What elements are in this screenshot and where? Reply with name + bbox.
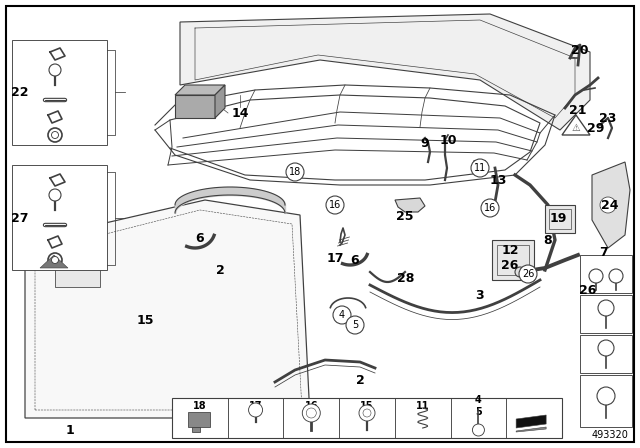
Text: 6: 6 bbox=[196, 232, 204, 245]
Bar bbox=[188, 412, 210, 427]
Circle shape bbox=[359, 405, 375, 421]
Polygon shape bbox=[40, 255, 68, 268]
Circle shape bbox=[286, 163, 304, 181]
Circle shape bbox=[598, 340, 614, 356]
Text: 21: 21 bbox=[569, 103, 587, 116]
Text: 11: 11 bbox=[471, 159, 489, 172]
Circle shape bbox=[49, 189, 61, 201]
Text: 19: 19 bbox=[549, 211, 566, 224]
Circle shape bbox=[248, 403, 262, 417]
Polygon shape bbox=[180, 14, 590, 130]
Text: 493320: 493320 bbox=[591, 430, 628, 440]
Text: 9: 9 bbox=[420, 137, 429, 150]
Text: 15: 15 bbox=[136, 314, 154, 327]
Circle shape bbox=[363, 409, 371, 417]
Circle shape bbox=[51, 257, 58, 263]
Circle shape bbox=[48, 253, 62, 267]
Text: 17: 17 bbox=[249, 401, 262, 411]
Text: 27: 27 bbox=[12, 211, 29, 224]
Text: 18: 18 bbox=[193, 401, 207, 411]
Bar bbox=[580, 255, 632, 293]
Text: 11: 11 bbox=[474, 163, 486, 173]
Text: ⚠: ⚠ bbox=[572, 123, 580, 133]
Circle shape bbox=[598, 300, 614, 316]
Polygon shape bbox=[175, 95, 215, 118]
Circle shape bbox=[48, 128, 62, 142]
Text: 29: 29 bbox=[588, 121, 605, 134]
Text: 10: 10 bbox=[439, 134, 457, 146]
Text: 6: 6 bbox=[351, 254, 359, 267]
Bar bbox=[549, 209, 571, 229]
Circle shape bbox=[346, 316, 364, 334]
Bar bbox=[580, 295, 632, 333]
Text: 4: 4 bbox=[339, 310, 345, 320]
Text: 14: 14 bbox=[231, 107, 249, 120]
Polygon shape bbox=[562, 115, 590, 135]
Text: 2: 2 bbox=[216, 263, 225, 276]
Text: 1: 1 bbox=[66, 423, 74, 436]
Polygon shape bbox=[395, 198, 425, 212]
Bar bbox=[497, 245, 529, 275]
Bar bbox=[12, 40, 107, 145]
Bar bbox=[172, 398, 562, 438]
Text: 26: 26 bbox=[501, 258, 518, 271]
Text: 16: 16 bbox=[329, 200, 341, 210]
Text: 3: 3 bbox=[476, 289, 484, 302]
Circle shape bbox=[609, 269, 623, 283]
Circle shape bbox=[589, 269, 603, 283]
Polygon shape bbox=[516, 415, 546, 428]
Text: 26: 26 bbox=[522, 269, 534, 279]
Text: 2: 2 bbox=[356, 374, 364, 387]
Text: 8: 8 bbox=[544, 233, 552, 246]
Circle shape bbox=[481, 199, 499, 217]
Text: 26: 26 bbox=[579, 284, 596, 297]
Circle shape bbox=[597, 387, 615, 405]
Bar bbox=[545, 205, 575, 233]
Circle shape bbox=[600, 197, 616, 213]
Bar bbox=[492, 240, 534, 280]
Text: 20: 20 bbox=[572, 43, 589, 56]
Text: 17: 17 bbox=[326, 251, 344, 264]
Text: 5: 5 bbox=[352, 320, 358, 330]
Text: 24: 24 bbox=[601, 198, 619, 211]
Bar bbox=[580, 335, 632, 373]
Text: 13: 13 bbox=[490, 173, 507, 186]
Text: 16: 16 bbox=[484, 203, 496, 213]
Text: 11: 11 bbox=[416, 401, 429, 411]
Polygon shape bbox=[215, 85, 225, 118]
Polygon shape bbox=[516, 427, 546, 432]
Text: 28: 28 bbox=[397, 271, 415, 284]
Text: 18: 18 bbox=[289, 167, 301, 177]
Circle shape bbox=[51, 132, 58, 138]
Circle shape bbox=[333, 306, 351, 324]
Polygon shape bbox=[175, 85, 225, 95]
Bar bbox=[580, 375, 632, 427]
Text: 4
5: 4 5 bbox=[475, 395, 482, 417]
Circle shape bbox=[519, 265, 537, 283]
Text: 23: 23 bbox=[599, 112, 617, 125]
Circle shape bbox=[515, 267, 525, 277]
Bar bbox=[12, 165, 107, 270]
Polygon shape bbox=[592, 162, 630, 248]
Circle shape bbox=[471, 159, 489, 177]
Bar bbox=[55, 255, 100, 287]
Text: 15: 15 bbox=[360, 401, 374, 411]
Circle shape bbox=[307, 408, 316, 418]
Bar bbox=[192, 427, 200, 432]
Text: 12: 12 bbox=[501, 244, 519, 257]
Text: 22: 22 bbox=[12, 86, 29, 99]
Circle shape bbox=[49, 64, 61, 76]
Text: 7: 7 bbox=[600, 246, 609, 258]
Polygon shape bbox=[25, 200, 310, 418]
Text: 16: 16 bbox=[305, 401, 318, 411]
Circle shape bbox=[472, 424, 484, 436]
Text: 25: 25 bbox=[396, 210, 413, 223]
Circle shape bbox=[302, 404, 320, 422]
Circle shape bbox=[326, 196, 344, 214]
